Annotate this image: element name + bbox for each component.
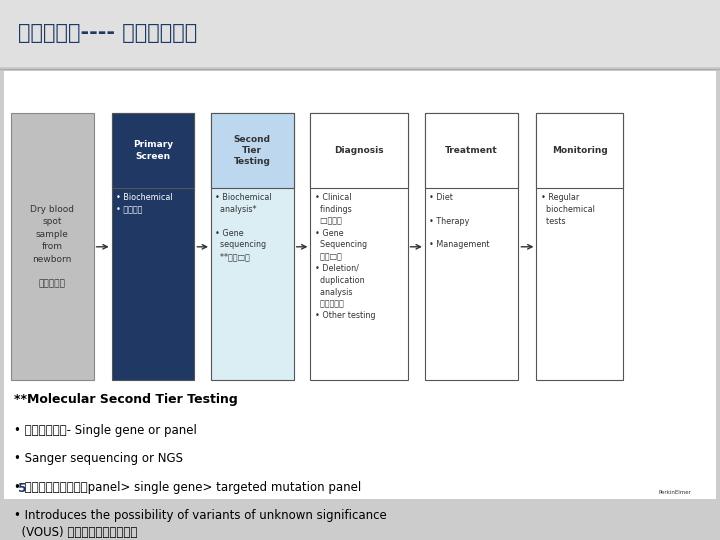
Text: Treatment: Treatment — [445, 146, 498, 155]
Text: PerkinElmer: PerkinElmer — [658, 490, 691, 495]
Bar — [112, 113, 194, 381]
Bar — [536, 113, 623, 188]
Bar — [310, 113, 408, 381]
Text: 5: 5 — [18, 482, 27, 495]
Text: Dry blood
spot
sample
from
newborn

新生儿血斑: Dry blood spot sample from newborn 新生儿血斑 — [30, 205, 74, 289]
Text: 新生儿筛查---- 第二阶梯筛查: 新生儿筛查---- 第二阶梯筛查 — [18, 23, 197, 43]
Bar — [4, 71, 716, 499]
Bar — [425, 113, 518, 188]
Text: • Sanger sequencing or NGS: • Sanger sequencing or NGS — [14, 453, 184, 465]
Bar — [425, 113, 518, 381]
Bar — [211, 113, 294, 188]
Bar — [0, 0, 720, 67]
Text: Primary
Screen: Primary Screen — [133, 140, 173, 160]
Bar — [112, 113, 194, 188]
Bar — [11, 113, 94, 381]
Text: • Introduces the possibility of variants of unknown significance
  (VOUS) 临床意义不明: • Introduces the possibility of variants… — [14, 509, 387, 539]
Bar — [211, 113, 294, 381]
Text: • 分子基因测序- Single gene or panel: • 分子基因测序- Single gene or panel — [14, 424, 197, 437]
Text: • Clinical
  findings
  □床表型
• Gene
  Sequencing
  基因□序
• Deletion/
  duplicatio: • Clinical findings □床表型 • Gene Sequenci… — [315, 193, 375, 320]
Text: • Biochemical
• 生化ここ: • Biochemical • 生化ここ — [116, 193, 173, 214]
Text: **Molecular Second Tier Testing: **Molecular Second Tier Testing — [14, 393, 238, 406]
Text: • Regular
  biochemical
  tests: • Regular biochemical tests — [541, 193, 595, 226]
Bar — [310, 113, 408, 188]
Text: • Biochemical
  analysis*

• Gene
  sequencing
  **基因□序: • Biochemical analysis* • Gene sequencin… — [215, 193, 272, 261]
Text: • Diet

• Therapy

• Management: • Diet • Therapy • Management — [429, 193, 490, 249]
Text: Monitoring: Monitoring — [552, 146, 608, 155]
Text: Diagnosis: Diagnosis — [334, 146, 384, 155]
Text: Second
Tier
Testing: Second Tier Testing — [234, 135, 271, 166]
Bar — [536, 113, 623, 381]
Text: • 可能需要更长时间：panel> single gene> targeted mutation panel: • 可能需要更长时间：panel> single gene> targeted … — [14, 481, 361, 494]
